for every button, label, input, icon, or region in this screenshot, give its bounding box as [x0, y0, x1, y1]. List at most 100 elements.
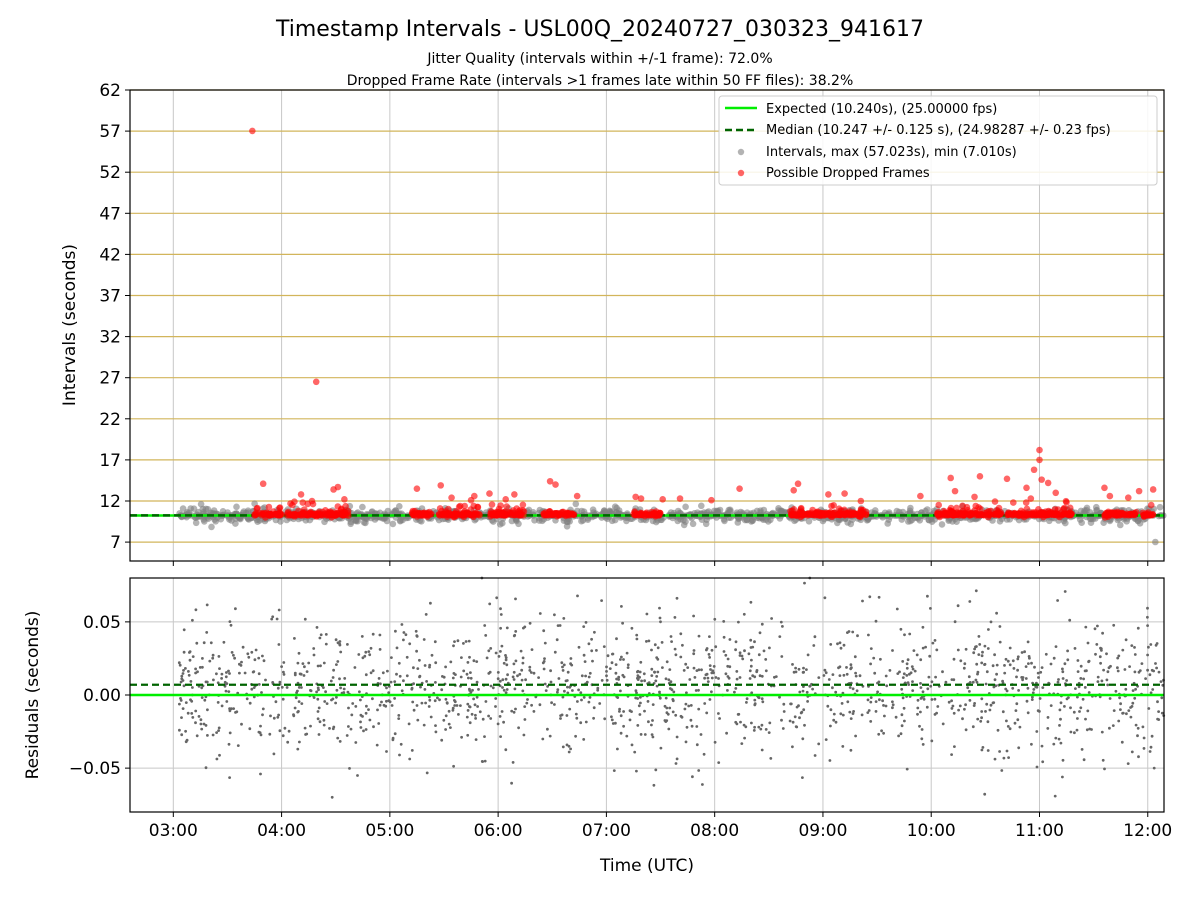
residual-point: [268, 732, 272, 736]
residual-point: [330, 795, 334, 799]
residual-point: [259, 772, 262, 776]
residual-point: [369, 671, 373, 675]
residual-point: [385, 750, 388, 753]
residual-point: [980, 748, 984, 752]
residual-point: [209, 641, 213, 645]
residual-point: [1026, 686, 1030, 690]
residual-point: [1076, 659, 1080, 662]
residual-point: [281, 697, 285, 701]
residual-point: [695, 725, 699, 728]
residual-point: [362, 729, 365, 733]
residual-point: [354, 705, 358, 708]
residual-point: [740, 742, 744, 745]
residual-point: [879, 657, 882, 661]
residual-point: [1102, 668, 1105, 672]
dropped-frame-point: [844, 510, 851, 517]
residual-point: [483, 735, 486, 738]
residual-point: [891, 703, 895, 707]
residual-point: [264, 678, 267, 682]
residual-point: [495, 596, 499, 600]
residual-point: [510, 709, 514, 713]
residual-point: [690, 724, 694, 728]
residual-point: [1007, 756, 1010, 759]
residual-point: [925, 705, 929, 709]
residual-point: [852, 710, 855, 713]
residual-point: [569, 662, 572, 666]
residual-point: [713, 740, 717, 744]
residual-point: [924, 645, 927, 649]
residual-point: [587, 642, 591, 646]
residual-point: [944, 680, 948, 684]
residual-point: [1049, 662, 1053, 666]
residual-point: [1008, 646, 1012, 650]
residual-point: [706, 676, 710, 680]
residual-point: [1133, 646, 1136, 649]
residual-point: [582, 653, 586, 657]
residual-point: [734, 640, 738, 644]
residual-point: [1146, 606, 1149, 610]
residual-point: [312, 696, 316, 699]
intervals-y-tick-label: 42: [99, 245, 121, 265]
residual-point: [1112, 709, 1116, 712]
residual-point: [674, 653, 678, 657]
residual-point: [853, 655, 857, 659]
residual-point: [1096, 675, 1100, 679]
residual-point: [489, 647, 493, 650]
residual-point: [877, 732, 881, 736]
residual-point: [655, 675, 659, 678]
residual-point: [182, 628, 186, 632]
residual-point: [682, 669, 686, 672]
residual-point: [1081, 697, 1085, 701]
residual-point: [959, 659, 963, 663]
residual-point: [1079, 677, 1083, 680]
residual-point: [1054, 736, 1058, 740]
residual-point: [211, 733, 215, 737]
residual-point: [418, 658, 421, 662]
residual-point: [201, 657, 204, 660]
residual-point: [1157, 670, 1161, 674]
residual-point: [1003, 671, 1007, 675]
residual-point: [287, 729, 291, 733]
residual-point: [620, 655, 623, 659]
residual-point: [618, 710, 621, 713]
residual-point: [764, 658, 768, 661]
residual-point: [449, 726, 452, 729]
dropped-frame-point: [519, 501, 527, 509]
residual-point: [358, 690, 361, 694]
residual-point: [466, 661, 470, 664]
residual-point: [993, 653, 996, 657]
residual-point: [574, 734, 577, 738]
residual-point: [240, 660, 243, 664]
residual-point: [1096, 680, 1100, 683]
interval-point: [922, 507, 929, 515]
residual-point: [182, 684, 186, 688]
dropped-frame-point: [326, 511, 334, 518]
residual-point: [484, 700, 488, 703]
residual-point: [474, 717, 477, 720]
residual-point: [645, 640, 648, 643]
residual-point: [656, 670, 660, 674]
residual-point: [635, 691, 638, 695]
x-tick-label: 06:00: [474, 821, 523, 841]
residual-point: [499, 607, 502, 611]
intervals-y-tick-label: 22: [99, 410, 121, 430]
residual-point: [430, 653, 434, 657]
interval-point: [1076, 516, 1084, 523]
residual-point: [867, 633, 870, 637]
residual-point: [995, 611, 998, 615]
residual-point: [368, 653, 372, 657]
residual-point: [585, 680, 589, 684]
residual-point: [512, 662, 516, 666]
residual-point: [385, 699, 388, 703]
residual-point: [360, 635, 364, 638]
residual-point: [793, 715, 797, 719]
residual-point: [278, 680, 282, 684]
residual-point: [866, 711, 870, 714]
residual-point: [974, 645, 977, 649]
residual-point: [768, 721, 772, 725]
residual-point: [713, 617, 717, 621]
dropped-frame-point: [261, 509, 269, 517]
residual-point: [1111, 724, 1115, 727]
residual-point: [1121, 711, 1125, 715]
residual-point: [276, 715, 280, 719]
